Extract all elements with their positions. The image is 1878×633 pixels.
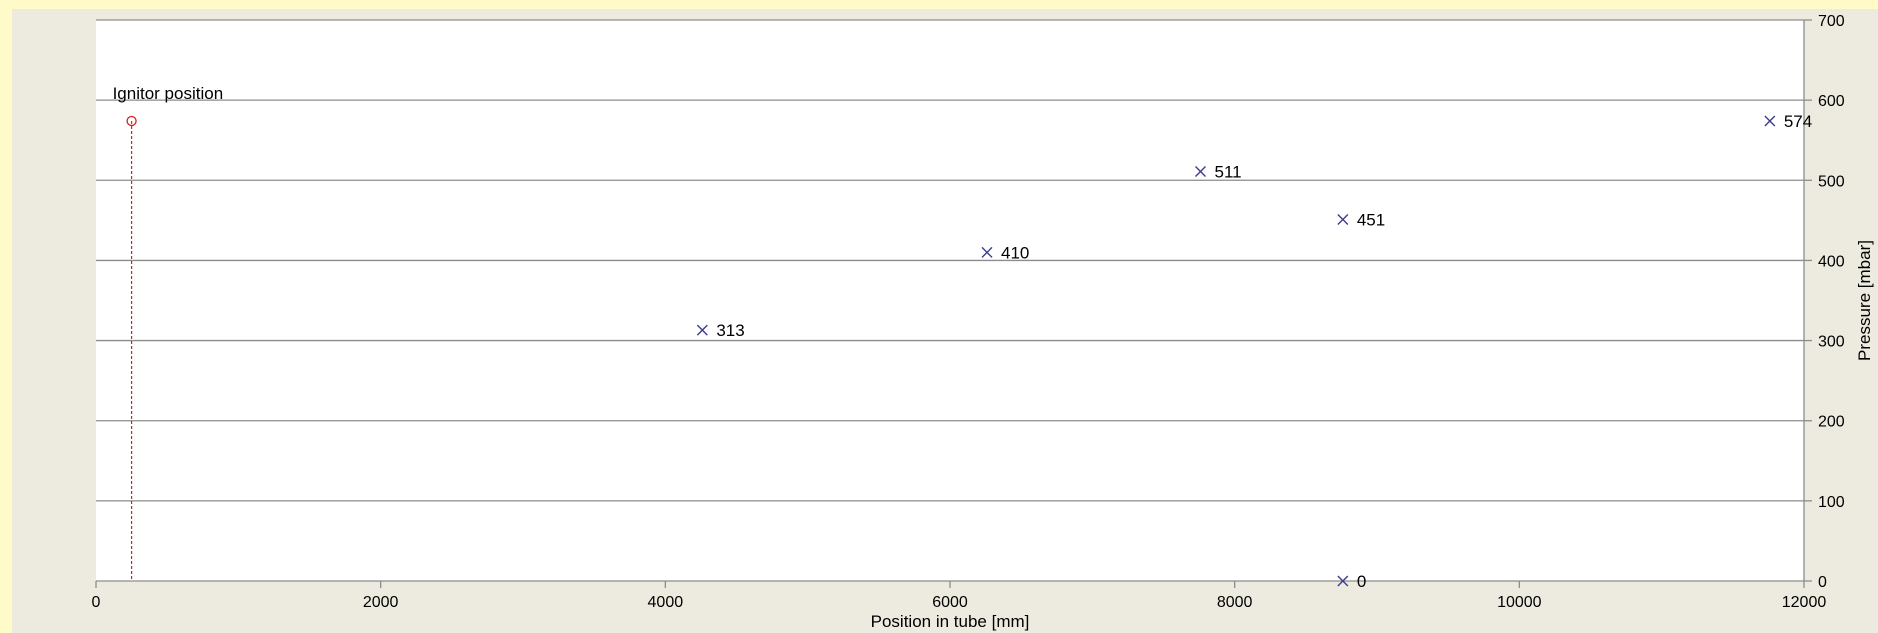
y-tick-label: 500	[1818, 173, 1845, 190]
data-point-stroke	[1764, 115, 1776, 127]
data-label: 574	[1784, 112, 1812, 131]
data-label: 313	[716, 321, 744, 340]
x-axis-title: Position in tube [mm]	[871, 612, 1030, 631]
data-point-stroke	[696, 324, 708, 336]
data-label: 511	[1215, 162, 1242, 181]
data-point	[1337, 214, 1349, 226]
data-point	[981, 246, 993, 258]
x-tick-label: 10000	[1497, 594, 1542, 611]
x-tick-labels: 0 2000 4000 6000 8000 10000 12000	[92, 594, 1827, 611]
data-labels: 313 410 511 451 0 574	[716, 112, 1812, 591]
x-tick-label: 6000	[932, 594, 968, 611]
axes	[95, 20, 1805, 588]
ignitor-marker	[126, 115, 137, 127]
x-tick-label: 0	[92, 594, 101, 611]
data-point	[1764, 115, 1776, 127]
y-tick-label: 700	[1818, 13, 1845, 30]
ignitor-annotation	[126, 115, 137, 581]
y-tick-labels: 0 100 200 300 400 500 600 700	[1818, 13, 1845, 591]
gridlines	[96, 19, 1812, 582]
y-tick-label: 200	[1818, 414, 1845, 431]
x-tick-label: 8000	[1217, 594, 1253, 611]
data-point	[1337, 575, 1349, 587]
plot-area	[96, 20, 1804, 581]
data-point	[696, 324, 708, 336]
x-tick-label: 12000	[1782, 594, 1827, 611]
data-point-stroke	[981, 246, 993, 258]
data-point	[1195, 165, 1207, 177]
y-axis-title: Pressure [mbar]	[1855, 240, 1874, 361]
y-tick-label: 400	[1818, 253, 1845, 270]
scatter-chart: 0 2000 4000 6000 8000 10000 12000 010020030040…	[92, 13, 1874, 631]
chart-frame: 0 2000 4000 6000 8000 10000 12000 0 100 200 300 40…	[12, 9, 1878, 633]
ignitor-position-label: Ignitor position	[113, 84, 224, 103]
y-tick-label: 300	[1818, 334, 1845, 351]
y-tick-label: 0	[1818, 574, 1827, 591]
data-point-stroke	[1195, 165, 1207, 177]
data-label: 0	[1357, 572, 1366, 591]
data-point-stroke	[1337, 575, 1349, 587]
data-label: 410	[1001, 243, 1029, 262]
data-point-stroke	[1337, 214, 1349, 226]
x-tick-label: 4000	[648, 594, 684, 611]
y-tick-label: 100	[1818, 494, 1845, 511]
data-label: 451	[1357, 211, 1385, 230]
y-tick-label: 600	[1818, 93, 1845, 110]
x-tick-label: 2000	[363, 594, 399, 611]
data-points	[696, 115, 1776, 587]
